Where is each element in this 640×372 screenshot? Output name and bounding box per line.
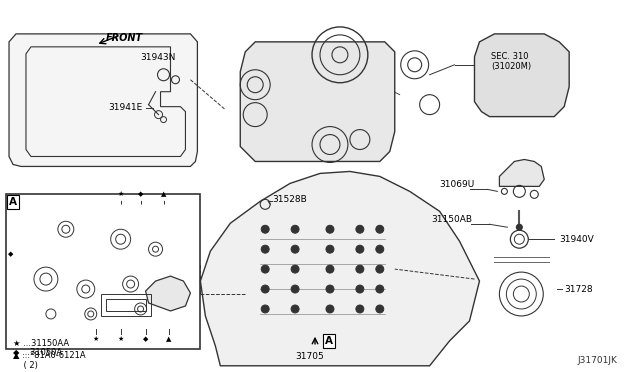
Text: ▲: ▲: [161, 191, 166, 197]
Circle shape: [326, 225, 334, 233]
Text: ★: ★: [93, 336, 99, 342]
Circle shape: [326, 305, 334, 313]
Circle shape: [291, 225, 299, 233]
Bar: [6, 194, 200, 349]
Text: ★: ★: [118, 191, 124, 197]
Circle shape: [261, 225, 269, 233]
Circle shape: [356, 225, 364, 233]
Circle shape: [291, 285, 299, 293]
Circle shape: [376, 305, 384, 313]
Circle shape: [376, 285, 384, 293]
Text: ▲: ▲: [166, 336, 171, 342]
Circle shape: [356, 285, 364, 293]
Circle shape: [356, 265, 364, 273]
Circle shape: [261, 285, 269, 293]
Text: A: A: [325, 336, 333, 346]
Text: ★: ★: [118, 336, 124, 342]
Polygon shape: [499, 160, 544, 186]
Text: 31528B: 31528B: [272, 195, 307, 204]
Text: 31150AB: 31150AB: [431, 215, 472, 224]
Circle shape: [326, 285, 334, 293]
Circle shape: [291, 245, 299, 253]
Circle shape: [376, 265, 384, 273]
Text: ◆ ...31050A: ◆ ...31050A: [13, 347, 62, 356]
Text: ★ ...31150AA: ★ ...31150AA: [13, 339, 69, 348]
Text: 31940V: 31940V: [559, 235, 594, 244]
Text: ◆: ◆: [138, 191, 143, 197]
Text: 31943N: 31943N: [141, 53, 176, 62]
Text: 31728: 31728: [564, 285, 593, 294]
Circle shape: [326, 245, 334, 253]
Text: 31941E: 31941E: [109, 103, 143, 112]
Circle shape: [291, 265, 299, 273]
Circle shape: [326, 265, 334, 273]
Circle shape: [261, 265, 269, 273]
Circle shape: [291, 305, 299, 313]
Polygon shape: [145, 276, 191, 311]
Text: J31701JK: J31701JK: [577, 356, 617, 365]
Text: ▲ ...°81A0-6121A
    ( 2): ▲ ...°81A0-6121A ( 2): [13, 350, 86, 369]
Polygon shape: [9, 34, 197, 166]
Text: SEC. 310
(31020M): SEC. 310 (31020M): [492, 52, 532, 71]
Text: 31069U: 31069U: [440, 180, 475, 189]
Bar: [106, 299, 145, 311]
Polygon shape: [200, 171, 479, 366]
Text: FRONT: FRONT: [106, 33, 143, 43]
Circle shape: [376, 225, 384, 233]
Circle shape: [261, 245, 269, 253]
Circle shape: [376, 245, 384, 253]
Bar: [100, 294, 150, 316]
Text: 31705: 31705: [295, 352, 324, 361]
Text: ◆: ◆: [8, 251, 13, 257]
Text: ◆: ◆: [143, 336, 148, 342]
Polygon shape: [474, 34, 569, 116]
Circle shape: [356, 305, 364, 313]
Text: A: A: [9, 197, 17, 207]
Polygon shape: [240, 42, 395, 161]
Circle shape: [261, 305, 269, 313]
Circle shape: [356, 245, 364, 253]
Circle shape: [516, 224, 522, 230]
